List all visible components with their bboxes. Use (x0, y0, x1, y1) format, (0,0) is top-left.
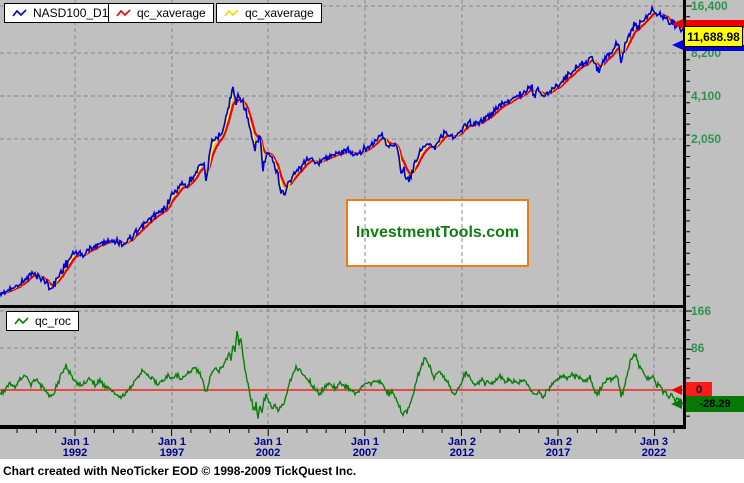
legend-qc-roc[interactable]: qc_roc (6, 311, 80, 331)
footer-credit: Chart created with NeoTicker EOD © 1998-… (0, 459, 744, 483)
roc-last-badge: -28.29 (686, 396, 744, 412)
panel-separator (0, 305, 686, 308)
xaverage-value-badge-clipped (686, 20, 744, 28)
line-series-icon (224, 9, 239, 17)
line-series-icon (14, 317, 29, 325)
watermark-text: InvestmentTools.com (355, 224, 520, 241)
roc-zero-badge: 0 (686, 382, 712, 397)
legend-nasd100-d1[interactable]: NASD100_D1 (4, 3, 117, 23)
roc-line (0, 330, 684, 419)
x-axis-line (0, 425, 686, 429)
line-series-icon (116, 9, 131, 17)
price-line-nasd100 (0, 4, 684, 298)
last-price-badge: 11,688.98 (684, 26, 743, 47)
blue-marker-arrow-icon (672, 40, 683, 50)
line-series-icon (12, 9, 27, 17)
red-marker-arrow-icon (672, 19, 683, 29)
y-axis-line (683, 0, 686, 429)
roc-last-arrow-icon (671, 399, 682, 409)
legend-xaverage-red[interactable]: qc_xaverage (108, 3, 214, 23)
watermark-box: InvestmentTools.com (346, 199, 529, 267)
legend-label: NASD100_D1 (33, 6, 109, 20)
legend-label: qc_roc (35, 314, 72, 328)
legend-label: qc_xaverage (137, 6, 206, 20)
legend-label: qc_xaverage (245, 6, 314, 20)
roc-zero-arrow-icon (671, 385, 682, 395)
legend-xaverage-yellow[interactable]: qc_xaverage (216, 3, 322, 23)
price-value-badge-clipped (686, 45, 744, 51)
